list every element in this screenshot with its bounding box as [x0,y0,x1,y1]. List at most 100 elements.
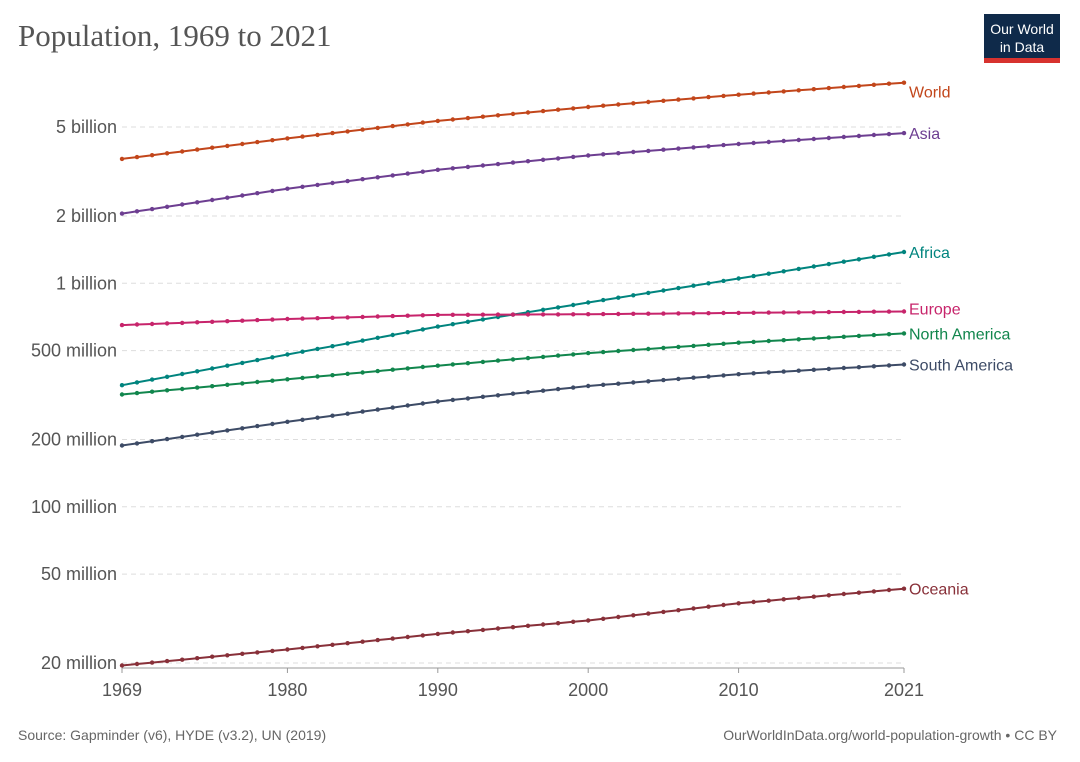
point-europe-2015 [811,310,816,315]
point-africa-1997 [540,307,546,312]
owid-logo[interactable]: Our World in Data [984,14,1060,63]
y-tick-label-2-billion: 2 billion [56,206,117,226]
point-south-america-1991 [450,397,455,403]
point-world-2013 [781,89,786,94]
point-north-america-1979 [270,378,275,383]
point-africa-2005 [661,288,666,293]
y-tick-label-100-million: 100 million [31,497,117,517]
point-world-2014 [796,88,801,93]
point-europe-1978 [255,317,260,323]
point-europe-1996 [525,312,531,317]
point-oceania-2007 [691,606,696,611]
point-north-america-1973 [180,386,185,392]
point-oceania-1996 [525,623,531,628]
point-europe-2013 [781,310,786,315]
point-africa-1990 [435,324,440,329]
point-world-1984 [345,129,350,134]
point-oceania-1976 [225,653,230,658]
point-europe-2003 [631,311,636,316]
point-world-1988 [405,122,410,127]
point-north-america-1988 [405,366,410,371]
point-asia-1970 [134,209,140,214]
point-asia-2020 [886,131,892,137]
point-europe-1994 [495,312,501,317]
point-oceania-2011 [751,599,756,605]
point-oceania-1982 [315,644,320,649]
point-north-america-1990 [435,363,440,368]
point-africa-2019 [871,254,877,259]
point-asia-2006 [676,146,681,151]
point-oceania-1983 [330,642,335,647]
point-north-america-1974 [195,385,200,390]
point-oceania-1970 [134,661,140,667]
series-north-america [119,331,907,397]
point-south-america-2020 [886,363,892,368]
point-europe-1982 [315,316,320,321]
point-asia-1992 [465,164,471,170]
point-north-america-1989 [420,364,425,370]
point-world-1972 [164,151,170,156]
point-world-1985 [360,127,365,132]
point-world-2009 [721,93,726,99]
point-africa-1972 [164,374,170,379]
point-south-america-1980 [285,419,290,424]
point-asia-2004 [646,148,651,154]
point-asia-2005 [661,147,666,152]
point-south-america-2012 [766,370,771,375]
point-world-1986 [375,125,380,131]
point-world-2019 [871,82,877,88]
point-south-america-1995 [510,391,516,396]
point-south-america-1986 [375,407,380,412]
point-africa-2013 [781,269,786,274]
point-europe-2019 [871,309,877,314]
point-south-america-2011 [751,371,756,376]
point-south-america-2006 [676,376,681,382]
series-south-america [119,362,907,448]
point-europe-2004 [646,311,651,316]
point-asia-2021 [901,130,907,136]
point-asia-1985 [360,177,365,182]
point-world-2016 [826,85,831,91]
point-world-1973 [180,149,185,154]
point-asia-1990 [435,167,440,172]
point-africa-2021 [901,249,907,255]
point-europe-1974 [195,320,200,325]
point-asia-2007 [691,145,696,150]
point-world-2002 [616,102,621,107]
point-africa-2000 [586,300,591,305]
point-oceania-1986 [375,637,380,643]
point-world-1979 [270,138,275,143]
point-world-1981 [300,134,305,139]
point-south-america-1976 [225,428,230,433]
point-africa-1975 [210,366,215,371]
point-europe-2012 [766,310,771,315]
x-tick-label-1990: 1990 [418,680,458,700]
point-asia-1999 [571,154,576,160]
grid-lines [122,126,904,664]
point-north-america-2020 [886,332,892,337]
point-world-2018 [856,83,862,89]
point-europe-2008 [706,311,711,316]
point-oceania-2001 [601,616,606,621]
point-europe-2014 [796,310,801,315]
point-world-2001 [601,103,606,108]
credit-link[interactable]: OurWorldInData.org/world-population-grow… [723,727,1057,743]
point-north-america-1998 [555,353,561,358]
point-africa-2009 [721,278,726,284]
point-africa-2010 [736,276,741,281]
point-south-america-1984 [345,411,350,416]
point-world-1990 [435,118,440,124]
point-north-america-2013 [781,338,786,343]
y-axis-tick-labels: 20 million 50 million 100 million 200 milli… [31,117,117,673]
point-africa-2012 [766,271,771,276]
point-world-1998 [555,107,561,112]
point-south-america-2013 [781,369,786,374]
series-europe [119,309,907,328]
point-north-america-2016 [826,335,831,340]
point-oceania-1978 [255,650,260,655]
point-asia-1988 [405,171,410,176]
point-south-america-2001 [601,382,606,387]
point-africa-2008 [706,281,711,286]
point-north-america-1986 [375,368,380,374]
point-europe-1988 [405,313,410,318]
